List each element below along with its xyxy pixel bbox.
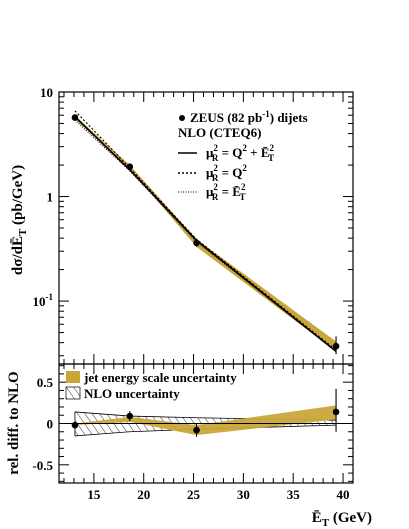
legend-nlo-swatch xyxy=(65,386,81,400)
legend-solid-label: μ2 R = Q2 + Ē2 T xyxy=(206,143,275,163)
bottom-jes-band xyxy=(74,405,337,436)
legend-jes-label: jet energy scale uncertainty xyxy=(83,370,237,385)
bottom-data-points-layer xyxy=(71,388,340,437)
bottom-legend: jet energy scale uncertainty NLO uncerta… xyxy=(65,370,237,401)
bottom-y-tick-label: 0 xyxy=(47,417,54,432)
bottom-jes-band-layer xyxy=(74,405,337,436)
legend-dashed-label: μ2 R = Q2 xyxy=(206,163,247,183)
x-tick-labels: 15 20 25 30 35 40 xyxy=(87,487,349,502)
top-nlo-lines-layer xyxy=(74,110,337,353)
top-data-points-layer xyxy=(71,114,340,355)
legend-nlo-label: NLO uncertainty xyxy=(84,386,180,401)
legend-nlo-title: NLO (CTEQ6) xyxy=(178,125,261,140)
legend-dotted-label: μ2 R = Ē2 T xyxy=(206,182,246,202)
legend-data-marker xyxy=(179,115,185,121)
bottom-data-point xyxy=(332,408,340,416)
top-panel: 10 1 10-1 dσ/dĒT (pb/GeV) ZEUS (82 pb-1) d… xyxy=(10,85,354,365)
x-tick-label: 35 xyxy=(287,487,301,502)
x-tick-label: 20 xyxy=(137,487,150,502)
bottom-panel: 0.50-0.5 15 20 25 30 35 40 rel. diff. to NLO … xyxy=(6,363,372,529)
nlo-dotted-line xyxy=(74,119,337,352)
top-data-point xyxy=(126,163,134,170)
top-data-point xyxy=(71,114,79,121)
top-y-axis-label: dσ/dĒT (pb/GeV) xyxy=(10,165,29,275)
bottom-data-point xyxy=(71,421,79,429)
x-tick-label: 15 xyxy=(87,487,101,502)
top-y-tick-label: 10 xyxy=(40,85,53,100)
top-jes-band xyxy=(74,115,337,352)
top-ticks-layer xyxy=(59,92,354,364)
nlo-dashed-line xyxy=(74,110,337,351)
top-y-tick-label: 10-1 xyxy=(33,292,54,309)
top-data-point xyxy=(193,239,200,247)
bottom-data-point xyxy=(193,426,200,434)
bottom-y-tick-label: 0.5 xyxy=(37,375,54,390)
top-legend: ZEUS (82 pb-1) dijets NLO (CTEQ6) μ2 R = … xyxy=(178,109,308,202)
bottom-y-tick-label: -0.5 xyxy=(32,458,53,473)
top-y-tick-label: 1 xyxy=(47,190,54,205)
bottom-y-axis-label: rel. diff. to NLO xyxy=(6,371,22,474)
bottom-data-point xyxy=(126,412,134,420)
x-axis-label: ĒT (GeV) xyxy=(312,510,372,529)
top-data-point xyxy=(332,342,340,350)
top-jes-band-layer xyxy=(74,115,337,352)
legend-jes-swatch xyxy=(66,371,80,383)
bottom-y-tick-labels: 0.5 0 -0.5 xyxy=(32,375,53,473)
legend-data-label: ZEUS (82 pb-1) dijets xyxy=(190,109,308,125)
top-y-tick-labels: 10 1 10-1 xyxy=(33,85,54,309)
x-tick-label: 30 xyxy=(237,487,250,502)
x-tick-label: 25 xyxy=(187,487,201,502)
bottom-ticks-layer xyxy=(59,364,354,483)
x-tick-label: 40 xyxy=(337,487,350,502)
